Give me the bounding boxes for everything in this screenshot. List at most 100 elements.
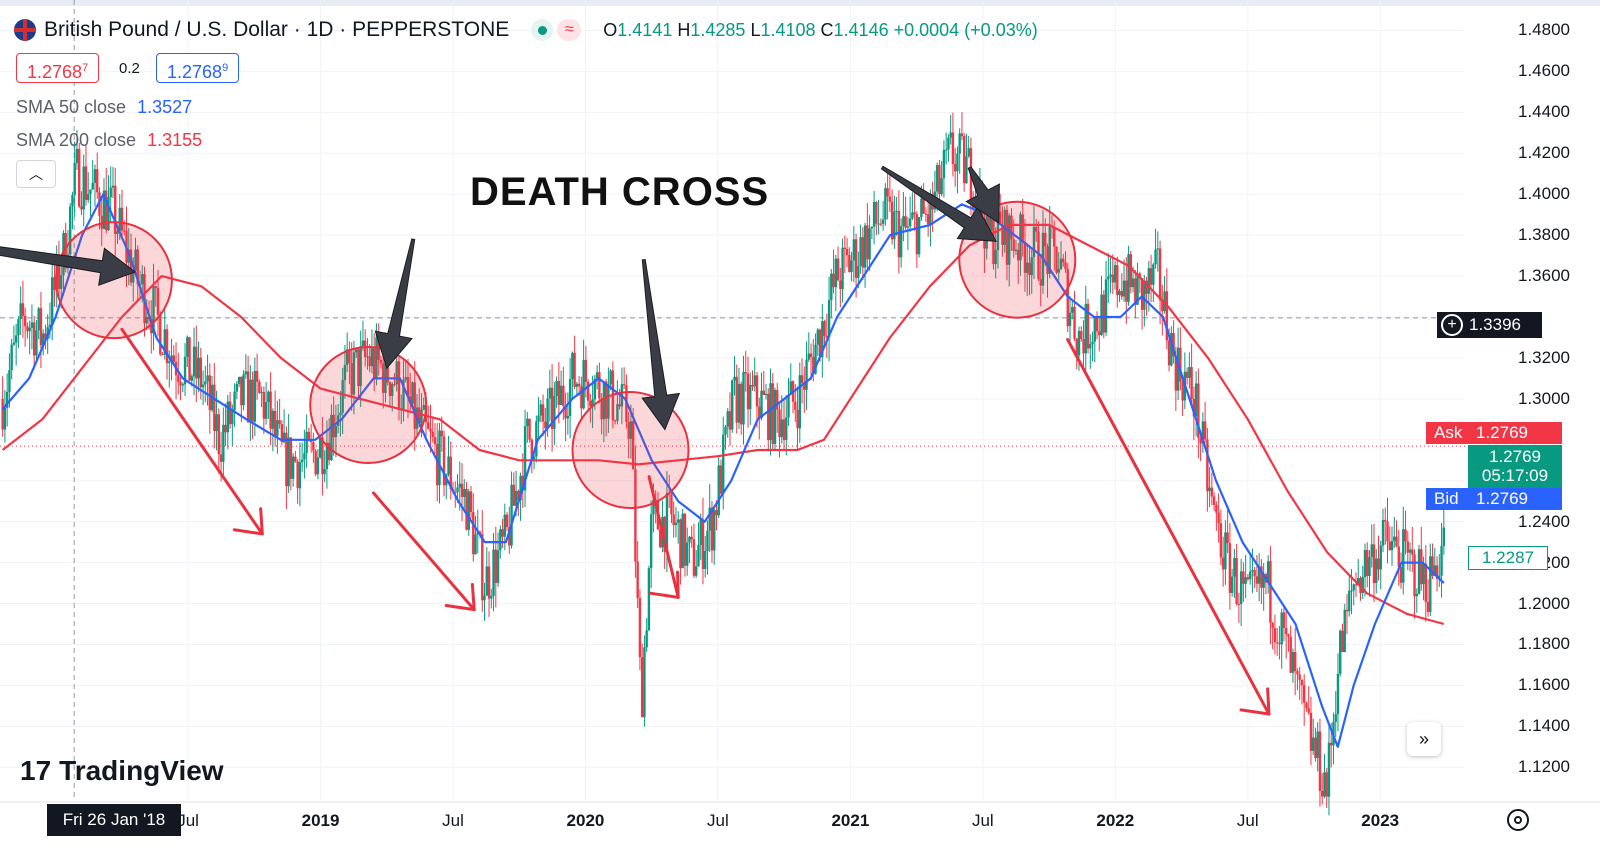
candle-body [303,453,306,460]
candle-body [845,248,849,256]
candle-body [472,512,475,555]
candle-body [517,490,520,501]
candle-body [1406,541,1409,553]
candle-body [224,424,227,433]
candle-body [1055,246,1058,273]
candle-body [794,401,797,410]
candle-body [872,202,876,227]
y-tick-label: 1.1400 [1518,716,1570,736]
candle-body [179,381,182,386]
candle-body [244,371,248,375]
candle-body [852,239,856,261]
candle-body [116,231,119,234]
candle-body [1345,609,1349,612]
candle-body [449,456,452,490]
candle-body [100,215,103,229]
candle-body [949,132,952,138]
candle-body [127,249,130,263]
candle-body [636,561,639,599]
candle-body [1275,642,1279,644]
candle-body [989,216,993,231]
x-tick-label: 2023 [1361,811,1400,830]
candle-body [186,337,189,357]
candle-body [316,457,320,475]
candle-body [1377,558,1380,570]
wave-icon[interactable]: ≈ [557,19,582,41]
candle-body [672,514,675,526]
candle-body [78,148,81,207]
candle-body [519,475,522,501]
x-tick-label: Jul [442,811,464,830]
candle-body [708,507,711,531]
candle-body [924,213,928,215]
candle-body [749,384,752,410]
candle-body [1073,306,1076,339]
candle-body [71,195,74,207]
candle-body [1131,278,1135,288]
candle-body [1100,294,1103,336]
candle-body [354,349,358,353]
candle-body [814,344,817,374]
candle-body [8,370,11,392]
market-open-icon[interactable] [531,19,554,41]
candle-body [1271,622,1274,629]
candle-body [1035,226,1038,232]
symbol-title[interactable]: British Pound / U.S. Dollar · 1D · PEPPE… [44,18,510,41]
candle-body [600,398,603,420]
candle-body [830,273,833,301]
candle-body [28,327,31,332]
indicator-sma200[interactable]: SMA 200 close 1.3155 [16,130,202,151]
candle-body [731,380,734,430]
y-tick-label: 1.3600 [1518,266,1570,286]
candle-body [64,232,67,269]
candle-body [1046,246,1049,274]
candle-body [359,346,362,387]
candle-body [1125,280,1128,302]
candle-body [1037,231,1040,280]
tradingview-logo-icon: 17 [20,755,52,786]
candle-body [942,149,946,179]
candle-body [683,513,687,566]
candle-body [1417,549,1421,594]
candle-body [397,361,401,410]
candle-body [82,166,85,210]
settings-gear-icon[interactable] [1507,809,1529,831]
tradingview-logo[interactable]: 17 TradingView [20,755,224,787]
scroll-to-realtime-button[interactable]: » [1407,722,1441,756]
candle-body [294,456,297,462]
candle-body [832,273,835,288]
candle-body [287,437,290,487]
candle-body [1298,674,1301,680]
candle-body [863,225,867,268]
candle-body [776,389,779,410]
y-tick-label: 1.1200 [1518,757,1570,777]
candle-body [465,489,468,530]
candle-body [1339,630,1342,674]
candle-body [634,469,637,562]
candle-body [613,420,617,422]
candle-body [1028,262,1031,276]
candle-body [1161,300,1164,312]
candle-body [728,411,732,430]
buy-button[interactable]: 1.27689 [156,53,240,83]
candle-body [1136,273,1139,305]
candle-body [823,321,826,336]
candle-body [260,391,263,393]
candle-body [665,492,669,552]
x-tick-label: 2019 [301,811,340,830]
crosshair-price-tag[interactable]: +1.3396 [1437,312,1542,338]
indicator-sma50[interactable]: SMA 50 close 1.3527 [16,97,192,118]
candle-body [940,178,943,195]
add-icon[interactable]: + [1441,314,1463,336]
candle-body [695,566,698,576]
candle-body [413,382,416,429]
candle-body [1257,566,1261,584]
candle-body [523,426,527,491]
market-status[interactable]: ≈ [531,19,582,41]
chevron-up-icon[interactable]: ︿ [16,160,56,188]
candle-body [1305,702,1308,709]
candle-body [454,491,457,493]
candle-body [237,376,241,384]
sell-button[interactable]: 1.27687 [16,53,100,83]
